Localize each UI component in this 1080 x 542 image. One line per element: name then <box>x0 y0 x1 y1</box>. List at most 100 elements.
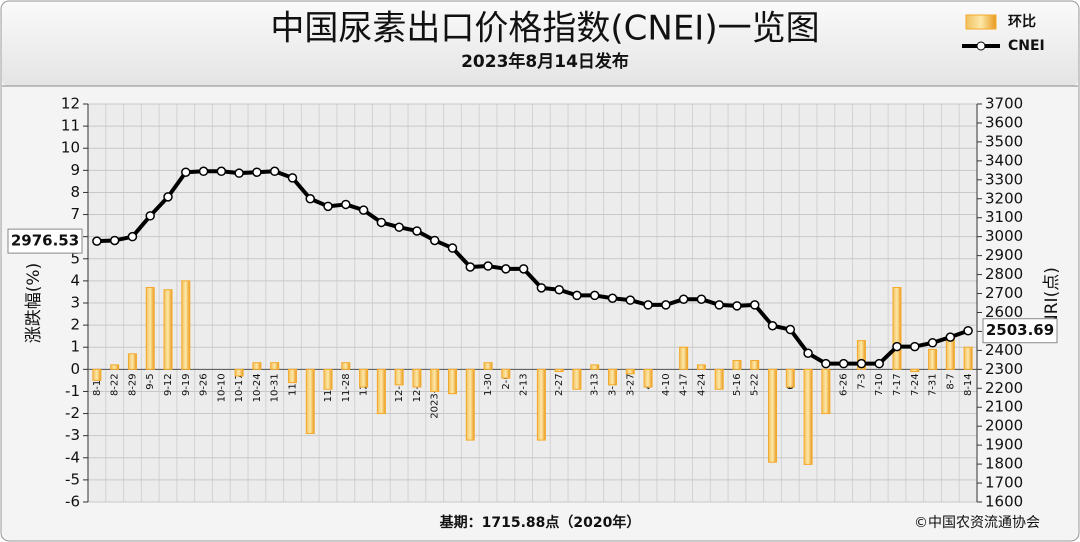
x-tick-label: 10-31 <box>270 373 281 402</box>
x-tick-label: 6-26 <box>839 373 850 396</box>
y2-tick-label: 2900 <box>985 246 1023 264</box>
x-tick-label: 7-31 <box>928 373 939 396</box>
y-tick-label: 3 <box>70 294 80 312</box>
y2-tick-label: 2700 <box>985 284 1023 302</box>
y-tick-label: -3 <box>65 426 80 444</box>
x-tick-label: 8-15 <box>92 373 103 396</box>
marker <box>518 264 529 274</box>
marker <box>483 261 493 271</box>
marker <box>412 226 422 236</box>
annotation: 2503.69 <box>986 321 1054 339</box>
bar <box>803 368 813 465</box>
marker <box>447 243 458 253</box>
marker <box>643 300 653 310</box>
bar <box>625 368 635 375</box>
marker <box>269 166 280 177</box>
bar <box>181 280 191 370</box>
y2-tick-label: 3400 <box>985 151 1023 169</box>
y2-tick-label: 3200 <box>985 189 1023 207</box>
y2-tick-label: 1700 <box>985 474 1023 492</box>
y2-tick-label: 2100 <box>985 398 1023 416</box>
bar <box>465 368 475 441</box>
bar <box>856 340 866 370</box>
x-tick-label: 2023-1-2 <box>430 373 441 418</box>
marker <box>678 294 689 304</box>
marker <box>945 332 956 342</box>
marker <box>234 168 244 178</box>
bar <box>821 368 831 415</box>
y-tick-label: 7 <box>70 205 80 223</box>
bar <box>536 368 546 441</box>
x-tick-label: 8-7 <box>945 373 956 389</box>
marker <box>661 300 671 310</box>
y2-tick-label: 2200 <box>985 379 1023 397</box>
x-tick-label: 9-19 <box>181 373 192 396</box>
x-tick-label: 2-27 <box>554 373 565 396</box>
bar <box>732 359 742 370</box>
marker <box>92 236 102 246</box>
annotation-box <box>982 318 1058 344</box>
marker <box>714 300 724 310</box>
bar <box>323 368 333 390</box>
x-tick-label: 10-10 <box>216 373 227 402</box>
marker <box>358 205 369 215</box>
bar <box>412 368 422 388</box>
bar <box>696 364 706 370</box>
marker <box>785 324 796 335</box>
marker <box>696 294 707 304</box>
x-tick-label: 10-17 <box>234 373 245 402</box>
marker <box>109 235 120 246</box>
y2-tick-label: 1900 <box>985 436 1023 454</box>
bar <box>376 368 386 415</box>
marker <box>554 284 564 295</box>
marker <box>910 341 920 352</box>
bar <box>430 368 440 392</box>
marker <box>607 293 618 304</box>
marker <box>394 222 404 232</box>
legend-label: 环比 <box>1008 13 1036 30</box>
y2-tick-label: 2600 <box>985 303 1023 321</box>
y-tick-label: 11 <box>61 117 80 135</box>
x-tick-label: 9-26 <box>199 373 210 396</box>
y2-tick-label: 2000 <box>985 417 1023 435</box>
bar <box>928 348 938 370</box>
x-tick-label: 12-19 <box>394 373 405 402</box>
marker <box>501 264 511 274</box>
bar <box>679 346 689 370</box>
marker <box>287 173 298 183</box>
x-tick-label: 2-13 <box>519 373 530 396</box>
y2-tick-label: 3500 <box>985 132 1023 150</box>
x-tick-label: 4-10 <box>661 373 672 396</box>
y-tick-label: 12 <box>61 95 80 113</box>
bar <box>945 337 955 370</box>
y-tick-label: -5 <box>65 470 80 488</box>
bar <box>483 362 493 370</box>
bar <box>92 368 102 381</box>
y-tick-label: 8 <box>70 183 80 201</box>
x-tick-label: 1-30 <box>483 373 494 396</box>
bar <box>768 368 778 463</box>
x-tick-label: 9-5 <box>145 373 156 389</box>
marker <box>732 301 742 311</box>
marker <box>625 295 636 305</box>
y2-tick-label: 2400 <box>985 341 1023 359</box>
marker <box>323 201 333 212</box>
marker <box>750 300 760 310</box>
header <box>2 2 1078 86</box>
x-tick-label: 3-27 <box>625 373 636 396</box>
legend-label: CNEI <box>1008 38 1045 54</box>
y-tick-label: -2 <box>65 404 80 422</box>
bar <box>910 368 920 373</box>
marker <box>216 166 227 177</box>
marker <box>252 167 262 177</box>
bar <box>127 353 137 370</box>
y2-tick-label: 1600 <box>985 493 1023 511</box>
x-tick-label: 8-29 <box>127 373 138 396</box>
x-tick-label: 8-22 <box>110 373 121 396</box>
y-tick-label: 1 <box>70 338 80 356</box>
marker <box>341 199 351 210</box>
x-tick-label: 7-24 <box>910 373 921 396</box>
bar <box>590 364 600 370</box>
marker <box>305 194 315 204</box>
